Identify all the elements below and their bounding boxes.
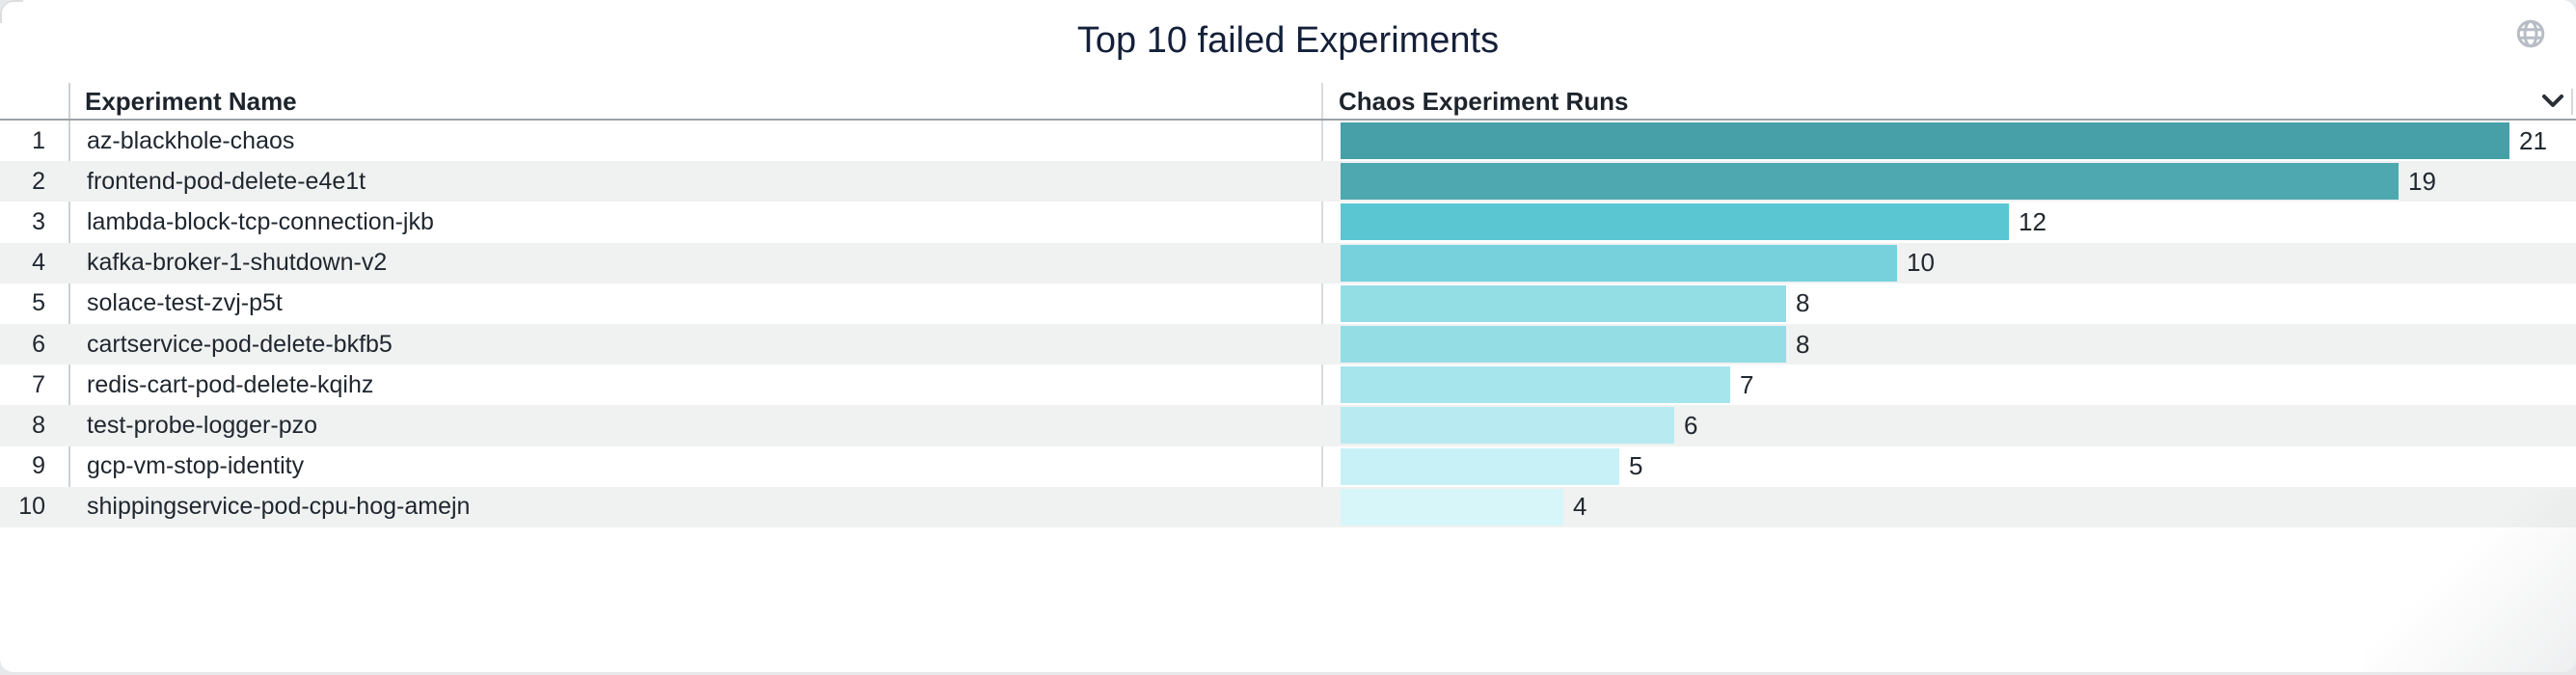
- column-header-experiment-name[interactable]: Experiment Name: [85, 87, 297, 116]
- header-right-divider: [2571, 89, 2573, 115]
- header-underline: [0, 119, 2576, 121]
- experiment-name-cell: shippingservice-pod-cpu-hog-amejn: [87, 493, 471, 521]
- runs-value: 12: [2019, 206, 2047, 236]
- globe-icon[interactable]: [2514, 17, 2547, 50]
- runs-bar: [1341, 488, 1563, 526]
- experiment-name-cell: lambda-block-tcp-connection-jkb: [87, 207, 434, 235]
- runs-value: 10: [1907, 248, 1935, 278]
- runs-value: 8: [1796, 329, 1810, 359]
- runs-value: 4: [1573, 492, 1587, 522]
- table-row: 4 kafka-broker-1-shutdown-v2 10: [0, 242, 2576, 284]
- column-divider-rank: [68, 83, 70, 527]
- experiment-name-cell: frontend-pod-delete-e4e1t: [87, 167, 366, 195]
- chevron-down-icon[interactable]: [2540, 93, 2565, 110]
- row-rank: 2: [32, 167, 45, 195]
- table-row: 9 gcp-vm-stop-identity 5: [0, 446, 2576, 487]
- experiment-name-cell: cartservice-pod-delete-bkfb5: [87, 330, 393, 358]
- row-rank: 4: [32, 249, 45, 277]
- row-rank: 5: [32, 289, 45, 317]
- runs-bar: [1341, 122, 2509, 159]
- table-row: 1 az-blackhole-chaos 21: [0, 121, 2576, 161]
- experiment-name-cell: gcp-vm-stop-identity: [87, 452, 305, 480]
- table-row: 3 lambda-block-tcp-connection-jkb 12: [0, 202, 2576, 242]
- table-row: 6 cartservice-pod-delete-bkfb5 8: [0, 324, 2576, 365]
- runs-bar: [1341, 326, 1786, 363]
- runs-bar: [1341, 407, 1674, 445]
- runs-value: 7: [1740, 369, 1754, 399]
- table-body: 1 az-blackhole-chaos 21 2 frontend-pod-delet…: [0, 121, 2576, 527]
- row-rank: 3: [32, 207, 45, 235]
- row-rank: 7: [32, 370, 45, 398]
- table-row: 8 test-probe-logger-pzo 6: [0, 405, 2576, 446]
- table-header: Experiment Name Chaos Experiment Runs: [0, 82, 2576, 121]
- experiment-name-cell: solace-test-zvj-p5t: [87, 289, 283, 317]
- row-rank: 10: [18, 493, 45, 521]
- runs-bar: [1341, 244, 1897, 282]
- experiment-name-cell: redis-cart-pod-delete-kqihz: [87, 370, 374, 398]
- table-row: 7 redis-cart-pod-delete-kqihz 7: [0, 364, 2576, 405]
- column-header-chaos-experiment-runs[interactable]: Chaos Experiment Runs: [1339, 87, 1629, 116]
- row-rank: 6: [32, 330, 45, 358]
- row-rank: 9: [32, 452, 45, 480]
- table-row: 2 frontend-pod-delete-e4e1t 19: [0, 161, 2576, 202]
- runs-bar: [1341, 284, 1786, 322]
- runs-bar: [1341, 366, 1730, 404]
- table-row: 5 solace-test-zvj-p5t 8: [0, 284, 2576, 324]
- runs-bar: [1341, 203, 2009, 241]
- runs-bar: [1341, 163, 2399, 201]
- table-row: 10 shippingservice-pod-cpu-hog-amejn 4: [0, 486, 2576, 527]
- row-rank: 8: [32, 411, 45, 439]
- page-title[interactable]: Top 10 failed Experiments: [1076, 20, 1500, 61]
- runs-value: 21: [2519, 125, 2547, 155]
- runs-value: 19: [2408, 166, 2436, 196]
- experiment-name-cell: az-blackhole-chaos: [87, 126, 295, 154]
- runs-bar: [1341, 447, 1619, 485]
- runs-value: 6: [1684, 410, 1698, 440]
- experiment-name-cell: test-probe-logger-pzo: [87, 411, 318, 439]
- runs-value: 8: [1796, 288, 1810, 318]
- row-rank: 1: [32, 126, 45, 154]
- experiment-name-cell: kafka-broker-1-shutdown-v2: [87, 249, 388, 277]
- runs-value: 5: [1629, 451, 1643, 481]
- column-divider-runs: [1321, 83, 1323, 527]
